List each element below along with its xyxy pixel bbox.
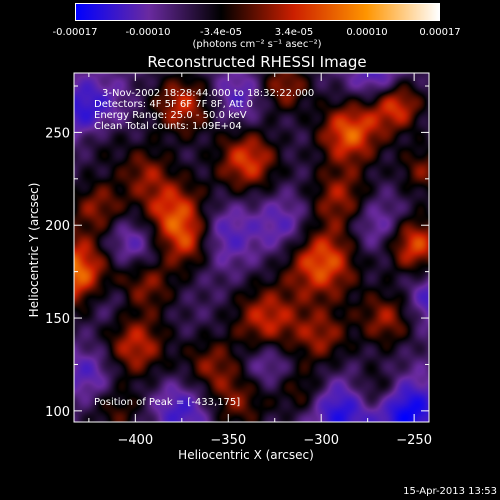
colorbar-tick-label: -0.00010 xyxy=(125,27,171,38)
plot-area: 3-Nov-2002 18:28:44.000 to 18:32:22.000 … xyxy=(74,73,429,422)
peak-position-label: Position of Peak = [-433,175] xyxy=(94,397,241,408)
x-tick-label: −300 xyxy=(303,433,339,448)
y-tick-label: 150 xyxy=(45,312,70,327)
x-tick-label: −350 xyxy=(210,433,246,448)
annotation-clean-counts: Clean Total counts: 1.09E+04 xyxy=(94,121,242,132)
plot-frame-border xyxy=(73,72,430,423)
colorbar-tick-label: -0.00017 xyxy=(52,27,98,38)
y-tick-label: 250 xyxy=(45,126,70,141)
timestamp-footer: 15-Apr-2013 13:53 xyxy=(403,486,497,497)
y-tick-label: 100 xyxy=(45,405,70,420)
colorbar-tick-label: 0.00017 xyxy=(419,27,461,38)
y-tick-label: 200 xyxy=(45,219,70,234)
colorbar-tick-label: 0.00010 xyxy=(346,27,388,38)
colorbar-tick-label: 3.4e-05 xyxy=(274,27,314,38)
x-tick-label: −400 xyxy=(117,433,153,448)
colorbar xyxy=(75,3,440,21)
annotation-energy-range: Energy Range: 25.0 - 50.0 keV xyxy=(94,110,247,121)
chart-title: Reconstructed RHESSI Image xyxy=(147,53,367,71)
x-axis-label: Heliocentric X (arcsec) xyxy=(178,448,314,462)
x-tick-label: −250 xyxy=(396,433,432,448)
y-axis-label: Heliocentric Y (arcsec) xyxy=(27,182,41,318)
colorbar-unit-label: (photons cm⁻² s⁻¹ asec⁻²) xyxy=(192,39,322,50)
heatmap-image xyxy=(74,73,429,422)
annotation-time-range: 3-Nov-2002 18:28:44.000 to 18:32:22.000 xyxy=(102,88,315,99)
annotation-detectors: Detectors: 4F 5F 6F 7F 8F, Att 0 xyxy=(94,99,254,110)
colorbar-tick-label: -3.4e-05 xyxy=(200,27,242,38)
